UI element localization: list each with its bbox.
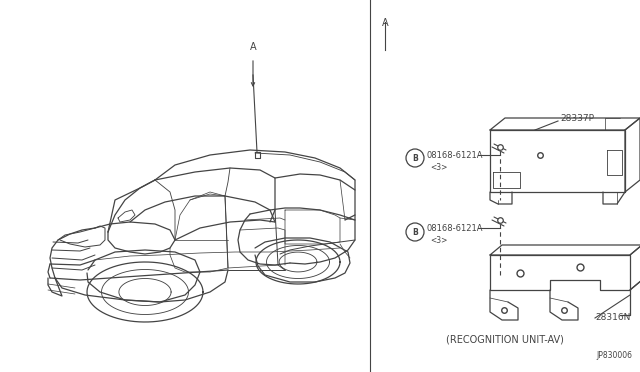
- Text: 08168-6121A: 08168-6121A: [427, 224, 483, 232]
- Text: 28316N: 28316N: [595, 314, 630, 323]
- Text: 08168-6121A: 08168-6121A: [427, 151, 483, 160]
- Text: B: B: [412, 154, 418, 163]
- Text: (RECOGNITION UNIT-AV): (RECOGNITION UNIT-AV): [446, 335, 564, 345]
- Text: A: A: [382, 18, 388, 28]
- Text: <3>: <3>: [430, 235, 447, 244]
- Text: A: A: [250, 42, 256, 52]
- Text: <3>: <3>: [430, 163, 447, 171]
- Text: 28337P: 28337P: [560, 113, 594, 122]
- Text: B: B: [412, 228, 418, 237]
- Text: JP830006: JP830006: [596, 351, 632, 360]
